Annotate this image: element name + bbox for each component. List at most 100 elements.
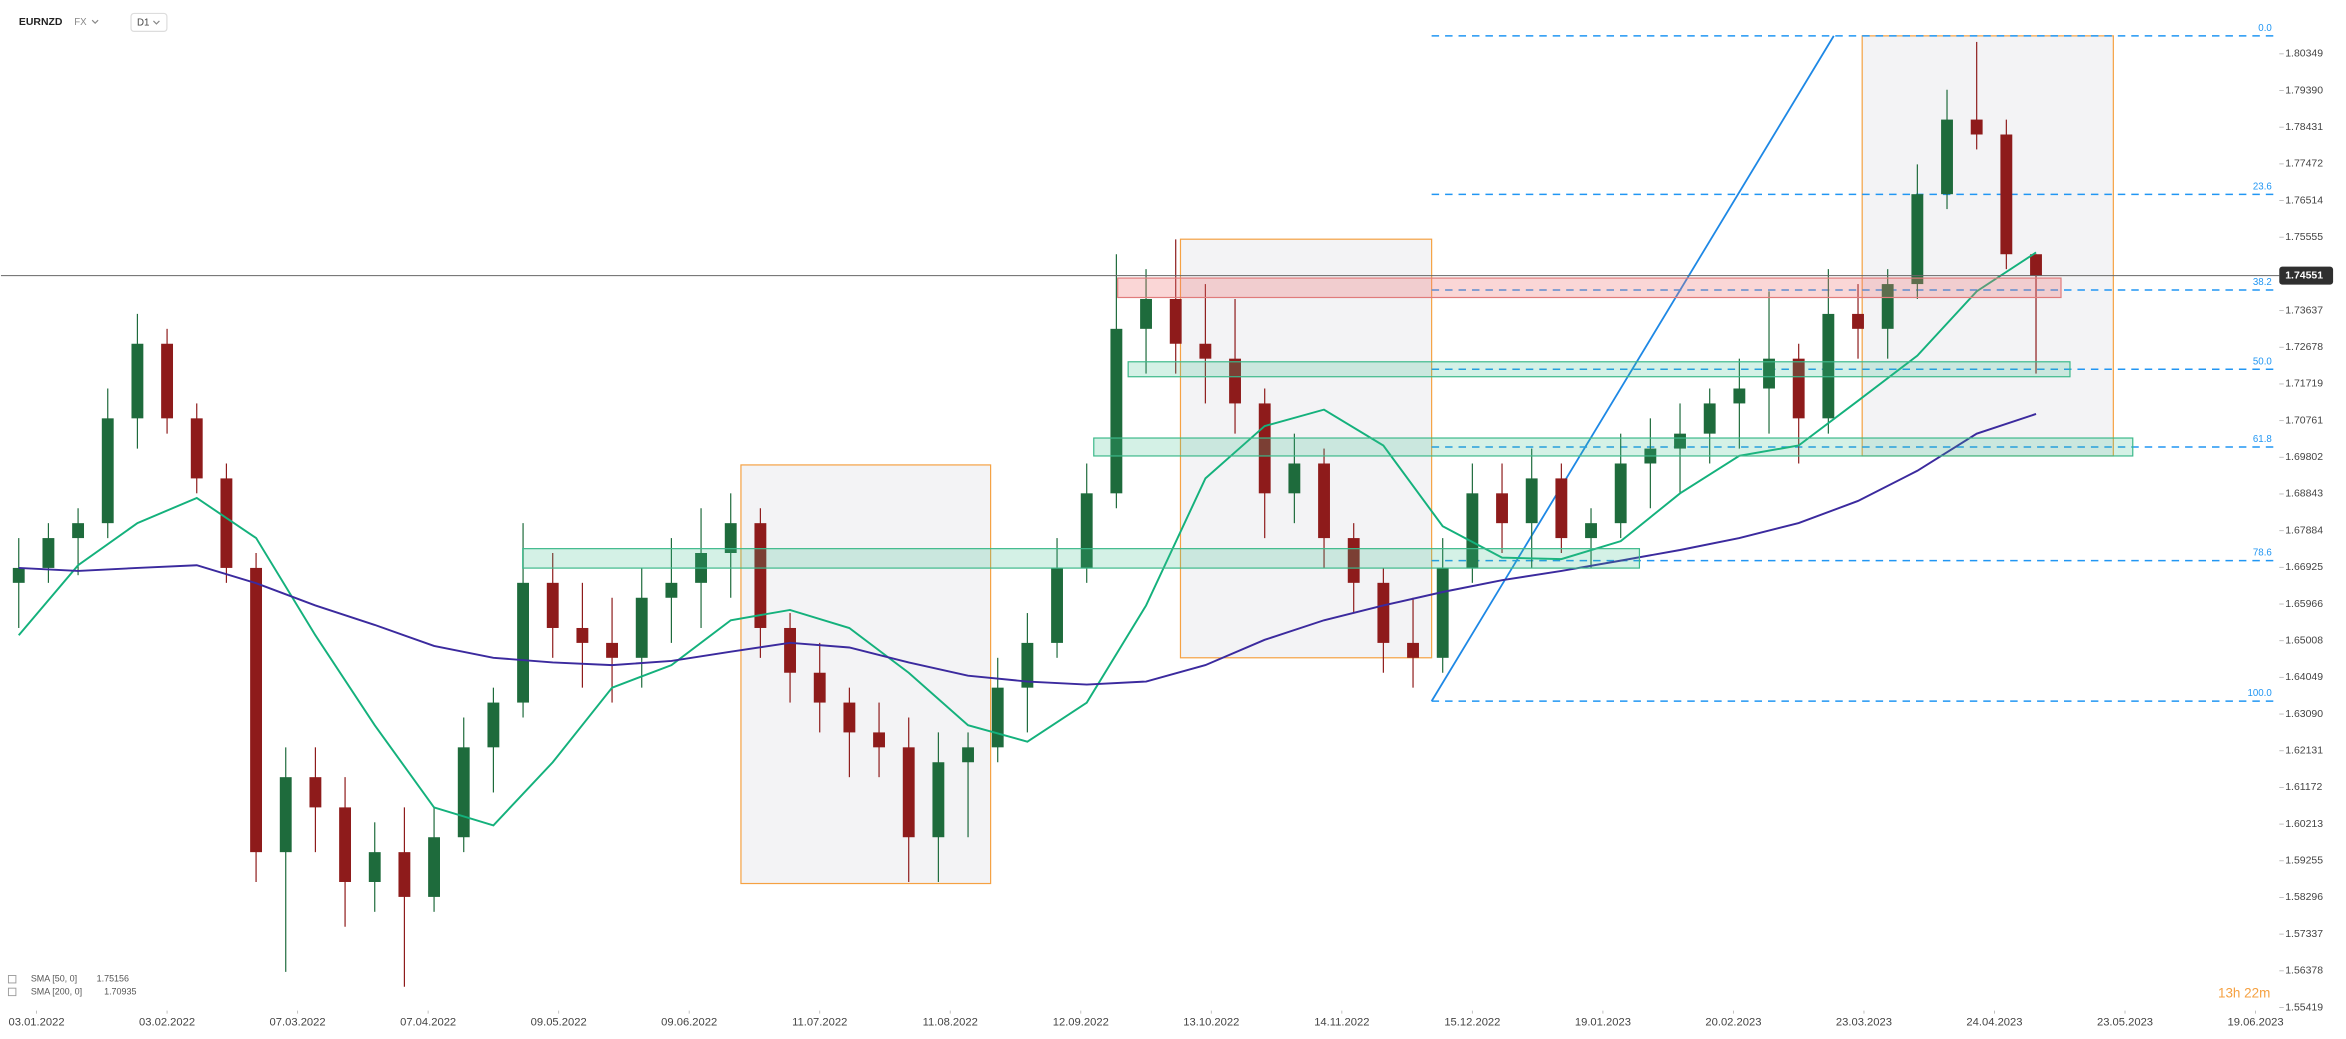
candle-body: [813, 672, 826, 703]
candle-countdown: 13h 22m: [2218, 986, 2270, 1001]
candle-body: [1763, 358, 1775, 389]
candle-body: [368, 852, 381, 882]
y-tick-label: 1.67884: [2285, 525, 2323, 536]
candle-body: [517, 582, 529, 703]
dropdown-icon[interactable]: [91, 19, 99, 25]
candle-body: [190, 418, 203, 479]
range-box: [1179, 238, 1433, 659]
x-tick-label: 24.04.2023: [1966, 1017, 2022, 1029]
fib-label: 23.6: [2253, 181, 2272, 192]
candle-body: [1318, 463, 1330, 539]
y-tick-label: 1.80349: [2285, 49, 2323, 60]
support-zone: [1127, 361, 2071, 378]
y-tick-label: 1.71719: [2285, 379, 2323, 390]
candle-body: [1140, 298, 1152, 329]
y-tick-label: 1.76514: [2285, 195, 2323, 206]
y-tick-label: 1.70761: [2285, 415, 2323, 426]
candle-body: [1466, 493, 1479, 568]
y-tick-label: 1.72678: [2285, 342, 2323, 353]
legend-name: SMA [50, 0]: [31, 974, 77, 984]
last-price-label: 1.74551: [2285, 270, 2323, 281]
x-tick-label: 11.08.2022: [923, 1017, 978, 1029]
candle-body: [1436, 567, 1449, 658]
y-tick-label: 1.57337: [2285, 929, 2323, 940]
candle-body: [161, 343, 174, 419]
x-tick-label: 20.02.2023: [1705, 1017, 1761, 1029]
y-tick-label: 1.60213: [2285, 819, 2323, 830]
x-tick-label: 13.10.2022: [1183, 1017, 1239, 1029]
y-tick-label: 1.77472: [2285, 159, 2323, 170]
y-tick-label: 1.75555: [2285, 232, 2323, 243]
candle-body: [12, 567, 25, 583]
candle-body: [101, 418, 114, 524]
interval-button[interactable]: [130, 12, 168, 32]
y-tick-label: 1.62131: [2285, 746, 2323, 757]
x-tick-label: 09.06.2022: [661, 1017, 717, 1029]
fib-label: 0.0: [2258, 23, 2272, 34]
fib-label: 50.0: [2253, 356, 2272, 367]
support-zone: [522, 548, 1641, 569]
trend-line: [1430, 35, 1835, 702]
candle-body: [1852, 313, 1864, 329]
x-tick-label: 15.12.2022: [1444, 1017, 1500, 1029]
candle-body: [1258, 403, 1271, 494]
candle-body: [1229, 358, 1241, 404]
interval: D1: [137, 18, 149, 29]
zones: [522, 277, 2134, 569]
x-tick-label: 07.04.2022: [400, 1017, 456, 1029]
y-tick-label: 1.56378: [2285, 966, 2323, 977]
range-box: [740, 464, 992, 885]
y-tick-label: 1.68843: [2285, 489, 2323, 500]
legend-value: 1.70935: [104, 986, 136, 996]
x-tick-label: 19.01.2023: [1575, 1017, 1631, 1029]
candle-body: [131, 343, 144, 419]
candle-body: [873, 732, 885, 748]
candle-body: [1407, 642, 1419, 658]
candle-body: [1585, 523, 1597, 539]
dropdown-icon[interactable]: [153, 20, 160, 25]
candle-body: [1911, 194, 1924, 285]
y-tick-label: 1.64049: [2285, 672, 2323, 683]
candle-body: [724, 523, 737, 554]
y-tick-label: 1.79390: [2285, 85, 2323, 96]
candle-body: [309, 777, 322, 808]
market: FX: [74, 17, 87, 28]
candle-body: [2000, 134, 2013, 255]
y-tick-label: 1.65008: [2285, 635, 2323, 646]
x-tick-label: 03.01.2022: [9, 1017, 65, 1029]
candle-body: [1733, 388, 1746, 404]
candle-body: [1941, 119, 1953, 195]
legend-icon: [7, 975, 17, 984]
sma-line: [18, 413, 2037, 686]
fib-label: 38.2: [2253, 277, 2272, 288]
plot-area: [12, 41, 2042, 987]
y-tick-label: 1.78431: [2285, 122, 2323, 133]
candle-body: [1288, 463, 1301, 494]
candle-body: [457, 747, 470, 838]
y-tick-label: 1.65966: [2285, 599, 2323, 610]
candle-body: [220, 478, 233, 568]
y-tick-label: 1.73637: [2285, 305, 2323, 316]
symbol[interactable]: EURNZD: [19, 17, 63, 28]
x-tick-label: 07.03.2022: [270, 1017, 326, 1029]
candle-body: [546, 582, 559, 628]
candle-body: [1199, 343, 1212, 359]
candle-body: [1525, 478, 1538, 524]
legend-name: SMA [200, 0]: [31, 986, 82, 996]
candle-body: [398, 852, 411, 897]
legend-value: 1.75156: [97, 974, 129, 984]
candle-body: [784, 627, 796, 673]
candle-body: [1496, 493, 1508, 524]
candle-body: [665, 582, 678, 598]
candle-body: [339, 807, 352, 882]
resistance-zone: [1117, 277, 2062, 299]
candle-body: [635, 597, 648, 658]
candle-body: [1674, 433, 1686, 449]
sma-line: [17, 251, 2037, 827]
y-tick-label: 1.66925: [2285, 562, 2323, 573]
legend-icon: [7, 987, 17, 997]
candle-body: [902, 747, 915, 838]
candle-body: [606, 642, 618, 658]
candle-body: [42, 538, 55, 568]
